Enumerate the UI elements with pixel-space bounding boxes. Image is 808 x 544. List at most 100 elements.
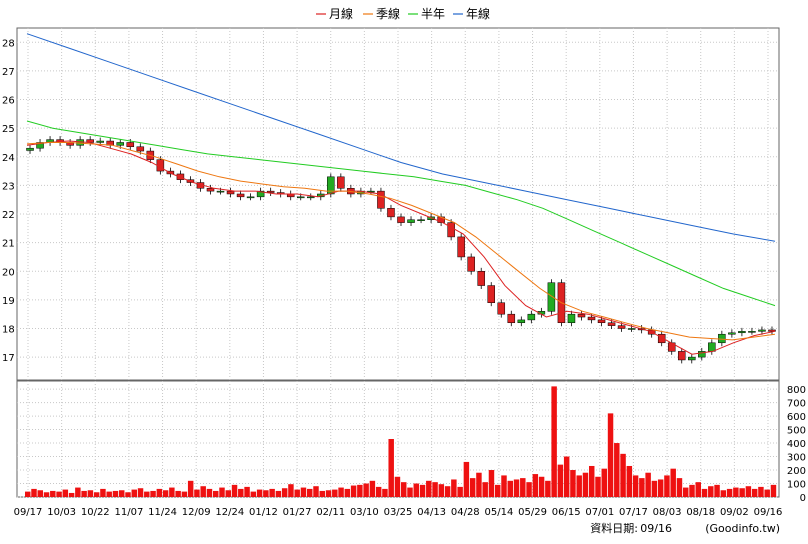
volume-bar bbox=[407, 487, 413, 497]
volume-bar bbox=[758, 486, 764, 497]
volume-bar bbox=[426, 480, 432, 497]
volume-bar bbox=[582, 472, 589, 497]
volume-bar bbox=[307, 488, 313, 497]
grid-layer bbox=[17, 28, 779, 498]
candle-body bbox=[657, 333, 666, 344]
candle-body bbox=[517, 319, 526, 324]
candle-body bbox=[266, 190, 275, 193]
volume-bar bbox=[319, 490, 325, 497]
volume-bar bbox=[601, 468, 607, 497]
price-y-tick-label: 21 bbox=[2, 239, 15, 250]
ma-line-series bbox=[26, 142, 776, 341]
candle-body bbox=[477, 271, 485, 286]
candle-body bbox=[26, 147, 34, 151]
volume-y-tick-label: 100 bbox=[787, 480, 806, 491]
price-y-tick-label: 22 bbox=[2, 210, 15, 221]
volume-bar bbox=[432, 482, 438, 497]
legend-label-yearly: 年線 bbox=[466, 6, 490, 21]
x-tick-label: 02/11 bbox=[316, 507, 345, 518]
price-y-tick-label: 24 bbox=[2, 153, 15, 164]
volume-bar bbox=[639, 478, 645, 497]
candle-body bbox=[296, 196, 305, 199]
volume-bar bbox=[137, 488, 144, 497]
candle-body bbox=[136, 146, 145, 152]
volume-y-tick-label: 200 bbox=[787, 466, 806, 477]
candle-body bbox=[256, 190, 265, 198]
x-tick-label: 01/12 bbox=[249, 507, 278, 518]
candle-body bbox=[377, 190, 385, 209]
candle-body bbox=[226, 190, 235, 195]
volume-bar bbox=[764, 489, 770, 497]
volume-bar bbox=[689, 484, 695, 497]
volume-bar bbox=[175, 490, 181, 497]
volume-bar bbox=[545, 480, 551, 497]
footer-date-value: 09/16 bbox=[640, 522, 672, 535]
volume-bar bbox=[43, 492, 50, 497]
candle-body bbox=[236, 193, 245, 198]
volume-bar bbox=[745, 486, 752, 497]
volume-bar bbox=[106, 491, 112, 497]
axis-labels: 17 18 19 20 21 22 23 24 25 26 27 28 0 100 200 300 400 500… bbox=[2, 38, 806, 518]
volume-bar bbox=[476, 472, 482, 497]
price-y-tick-label: 27 bbox=[2, 67, 15, 78]
volume-bar bbox=[294, 489, 300, 497]
volume-bar bbox=[344, 488, 351, 497]
candle-body bbox=[246, 196, 255, 199]
volume-bar bbox=[68, 492, 75, 497]
price-y-tick-label: 28 bbox=[2, 38, 15, 49]
candle-body bbox=[758, 329, 766, 332]
volume-bar bbox=[238, 488, 244, 497]
volume-bar bbox=[607, 413, 614, 497]
candle-body bbox=[156, 159, 165, 172]
x-tick-label: 11/24 bbox=[148, 507, 177, 518]
candle-body bbox=[206, 188, 215, 192]
volume-bar bbox=[62, 489, 69, 497]
volume-bar bbox=[231, 484, 238, 497]
volume-bars bbox=[25, 386, 777, 497]
candle-body bbox=[567, 313, 576, 324]
candle-body bbox=[708, 342, 716, 352]
x-tick-label: 08/18 bbox=[686, 507, 715, 518]
volume-bar bbox=[526, 482, 532, 497]
volume-bar bbox=[507, 480, 513, 497]
price-y-tick-label: 23 bbox=[2, 181, 15, 192]
volume-bar bbox=[332, 489, 338, 497]
volume-bar bbox=[501, 475, 507, 497]
volume-bar bbox=[482, 482, 488, 497]
volume-bar bbox=[263, 490, 269, 497]
volume-bar bbox=[495, 484, 501, 497]
candle-body bbox=[327, 176, 335, 195]
volume-bar bbox=[469, 478, 476, 497]
volume-bar bbox=[31, 488, 37, 497]
candle-body bbox=[407, 219, 415, 223]
volume-bar bbox=[720, 490, 727, 497]
volume-bar bbox=[244, 486, 250, 497]
volume-bar bbox=[206, 488, 213, 497]
volume-bar bbox=[733, 487, 739, 497]
volume-bar bbox=[100, 488, 106, 497]
volume-bar bbox=[219, 487, 225, 497]
volume-bar bbox=[632, 475, 639, 497]
volume-bar bbox=[676, 478, 683, 497]
volume-bar bbox=[338, 487, 344, 497]
candle-body bbox=[487, 285, 495, 303]
candle-body bbox=[397, 216, 405, 223]
footer-date-label: 資料日期: bbox=[590, 521, 638, 535]
volume-bar bbox=[394, 476, 401, 497]
footer-source: (Goodinfo.tw) bbox=[705, 522, 780, 535]
legend-label-halfyear: 半年 bbox=[421, 7, 445, 21]
volume-bar bbox=[281, 488, 288, 497]
x-tick-label: 06/15 bbox=[552, 507, 581, 518]
volume-bar bbox=[112, 490, 119, 497]
candle-body bbox=[36, 142, 44, 149]
volume-bar bbox=[300, 487, 307, 497]
volume-bar bbox=[626, 465, 633, 497]
candle-body bbox=[447, 222, 455, 238]
x-tick-label: 09/16 bbox=[754, 507, 783, 518]
candle-body bbox=[677, 351, 686, 361]
candle-body bbox=[387, 208, 395, 218]
volume-bar bbox=[213, 490, 219, 497]
volume-bar bbox=[375, 486, 382, 497]
volume-bar bbox=[751, 488, 758, 497]
volume-bar bbox=[620, 453, 626, 497]
